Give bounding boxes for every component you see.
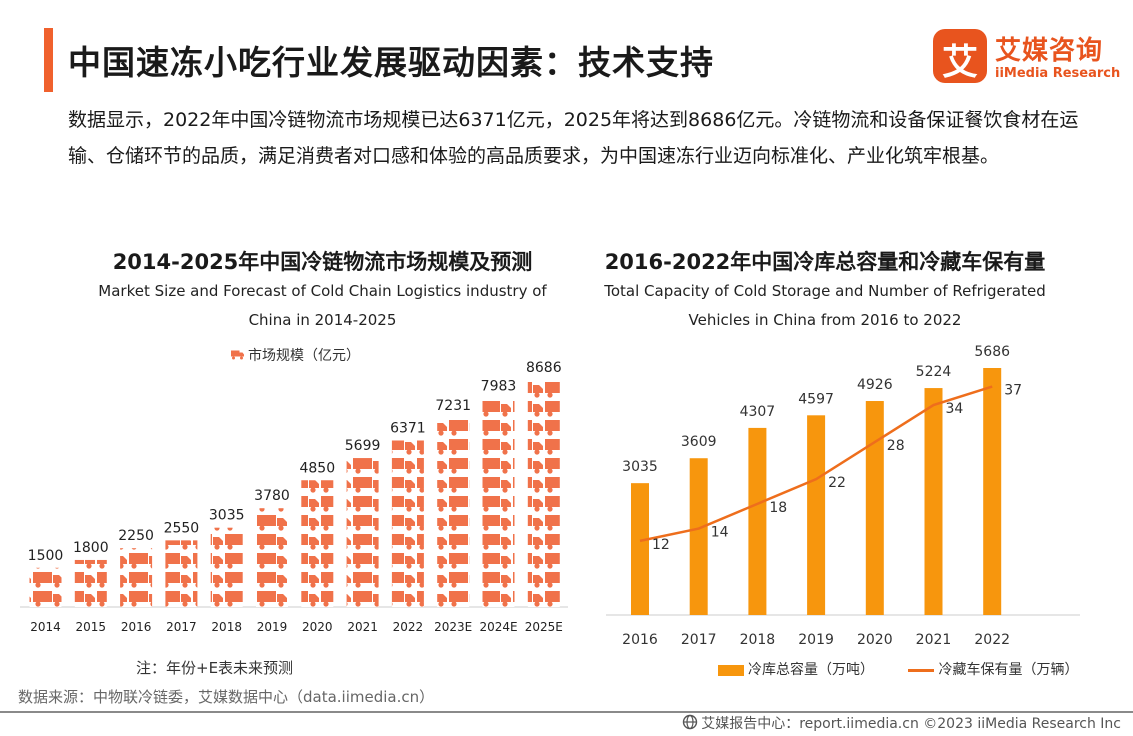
left-value-label-2024E: 7983 xyxy=(481,378,517,394)
left-category-label-2019: 2019 xyxy=(257,620,288,634)
truck-bar-2017 xyxy=(165,540,198,607)
left-category-label-2020: 2020 xyxy=(302,620,333,634)
vehicles-value-label-2021: 34 xyxy=(946,401,964,417)
left-legend-label: 市场规模（亿元） xyxy=(248,348,360,364)
bar-swatch xyxy=(718,664,744,676)
left-category-label-2023E: 2023E xyxy=(434,620,472,634)
truck-bar-2022 xyxy=(391,440,424,607)
line-swatch xyxy=(908,668,935,672)
storage-bar-2016 xyxy=(631,483,649,615)
logo-text-en: iiMedia Research xyxy=(995,66,1121,81)
data-source: 数据来源：中物联冷链委，艾媒数据中心（data.iimedia.cn） xyxy=(18,688,435,706)
right-chart-legend: 冷库总容量（万吨） 冷藏车保有量（万辆） xyxy=(718,659,1078,679)
footer-divider xyxy=(0,711,1133,713)
right-category-label-2021: 2021 xyxy=(916,632,952,648)
left-value-label-2021: 5699 xyxy=(345,438,381,454)
storage-value-label-2019: 4597 xyxy=(798,391,834,407)
vehicles-value-label-2018: 18 xyxy=(769,500,787,516)
forecast-note: 注：年份+E表未来预测 xyxy=(136,659,294,677)
left-category-label-2024E: 2024E xyxy=(479,620,517,634)
left-category-label-2017: 2017 xyxy=(166,620,197,634)
truck-bar-2016 xyxy=(120,548,153,607)
storage-bar-2018 xyxy=(748,427,767,615)
left-value-label-2025E: 8686 xyxy=(526,360,562,376)
right-chart-subtitle-line-2: Vehicles in China from 2016 to 2022 xyxy=(688,311,962,329)
right-chart-subtitle-line-1: Total Capacity of Cold Storage and Numbe… xyxy=(604,282,1046,300)
vehicles-value-label-2019: 22 xyxy=(828,475,846,491)
left-category-label-2018: 2018 xyxy=(211,620,242,634)
left-value-label-2018: 3035 xyxy=(209,508,245,524)
truck-bar-2018 xyxy=(210,527,243,607)
truck-bar-2021 xyxy=(346,458,379,607)
right-chart-title: 2016-2022年中国冷库总容量和冷藏车保有量 xyxy=(604,250,1046,274)
vehicles-line xyxy=(639,385,993,543)
footer-text: 艾媒报告中心：report.iimedia.cn ©2023 iiMedia R… xyxy=(701,716,1121,732)
left-chart: 1500 2014 1800 2015 2250 2016 2550 2017 3035 2018… xyxy=(20,360,568,634)
globe-icon xyxy=(682,714,698,734)
right-category-label-2018: 2018 xyxy=(740,632,776,648)
truck-bar-2024E xyxy=(482,398,515,607)
left-chart-title: 2014-2025年中国冷链物流市场规模及预测 xyxy=(112,250,533,274)
left-chart-subtitle: Market Size and Forecast of Cold Chain L… xyxy=(20,277,625,335)
storage-bar-2019 xyxy=(807,415,826,615)
vehicles-value-label-2017: 14 xyxy=(711,525,729,541)
left-value-label-2014: 1500 xyxy=(28,548,64,564)
right-legend-bar-label: 冷库总容量（万吨） xyxy=(748,662,874,678)
left-value-label-2020: 4850 xyxy=(299,460,335,476)
storage-bar-2017 xyxy=(689,458,708,615)
logo-text-cn: 艾媒咨询 xyxy=(995,36,1104,66)
vehicles-value-label-2020: 28 xyxy=(887,438,905,454)
title-accent-bar xyxy=(44,28,53,92)
description-text: 数据显示，2022年中国冷链物流市场规模已达6371亿元，2025年将达到868… xyxy=(68,109,1079,167)
logo-mark: 艾 xyxy=(933,29,987,83)
page-title: 中国速冻小吃行业发展驱动因素：技术支持 xyxy=(68,43,714,82)
right-category-label-2020: 2020 xyxy=(857,632,893,648)
left-value-label-2023E: 7231 xyxy=(435,398,471,414)
truck-bar-2014 xyxy=(29,567,62,607)
left-chart-subtitle-line-1: Market Size and Forecast of Cold Chain L… xyxy=(98,282,547,300)
storage-value-label-2017: 3609 xyxy=(681,434,717,450)
left-value-label-2016: 2250 xyxy=(118,528,154,544)
footer-copyright: 艾媒报告中心：report.iimedia.cn ©2023 iiMedia R… xyxy=(682,713,1121,734)
brand-logo: 艾 艾媒咨询 iiMedia Research xyxy=(933,29,1123,85)
truck-bar-2020 xyxy=(301,480,334,607)
left-category-label-2021: 2021 xyxy=(347,620,378,634)
left-chart-legend: 市场规模（亿元） xyxy=(231,345,360,365)
storage-bar-2021 xyxy=(924,388,943,615)
vehicles-value-label-2022: 37 xyxy=(1004,383,1022,399)
right-category-label-2022: 2022 xyxy=(974,632,1010,648)
right-chart-subtitle: Total Capacity of Cold Storage and Numbe… xyxy=(595,277,1055,335)
truck-bar-2023E xyxy=(437,418,470,607)
left-category-label-2015: 2015 xyxy=(76,620,107,634)
left-category-label-2016: 2016 xyxy=(121,620,152,634)
left-value-label-2015: 1800 xyxy=(73,540,109,556)
truck-legend-icon xyxy=(231,348,244,364)
right-category-label-2016: 2016 xyxy=(622,632,658,648)
right-category-label-2017: 2017 xyxy=(681,632,717,648)
storage-value-label-2021: 5224 xyxy=(916,364,952,380)
storage-value-label-2020: 4926 xyxy=(857,377,893,393)
left-chart-subtitle-line-2: China in 2014-2025 xyxy=(248,311,397,329)
right-chart: 3035 2016 3609 2017 4307 2018 4597 2019 4926 2020… xyxy=(606,344,1080,648)
truck-bar-2019 xyxy=(256,508,288,607)
storage-bar-2022 xyxy=(983,368,1002,615)
left-category-label-2014: 2014 xyxy=(30,620,61,634)
logo-mark-glyph: 艾 xyxy=(941,42,978,83)
storage-value-label-2018: 4307 xyxy=(740,404,776,420)
right-category-label-2019: 2019 xyxy=(798,632,834,648)
truck-bar-2025E xyxy=(527,380,560,607)
truck-bar-2015 xyxy=(74,559,107,607)
left-category-label-2025E: 2025E xyxy=(525,620,563,634)
storage-value-label-2022: 5686 xyxy=(974,344,1010,360)
vehicles-value-label-2016: 12 xyxy=(652,537,670,553)
left-value-label-2017: 2550 xyxy=(164,520,200,536)
right-legend-line-label: 冷藏车保有量（万辆） xyxy=(938,662,1079,678)
storage-value-label-2016: 3035 xyxy=(622,459,658,475)
left-value-label-2022: 6371 xyxy=(390,421,426,437)
left-category-label-2022: 2022 xyxy=(393,620,424,634)
left-value-label-2019: 3780 xyxy=(254,488,290,504)
storage-bar-2020 xyxy=(865,401,884,615)
